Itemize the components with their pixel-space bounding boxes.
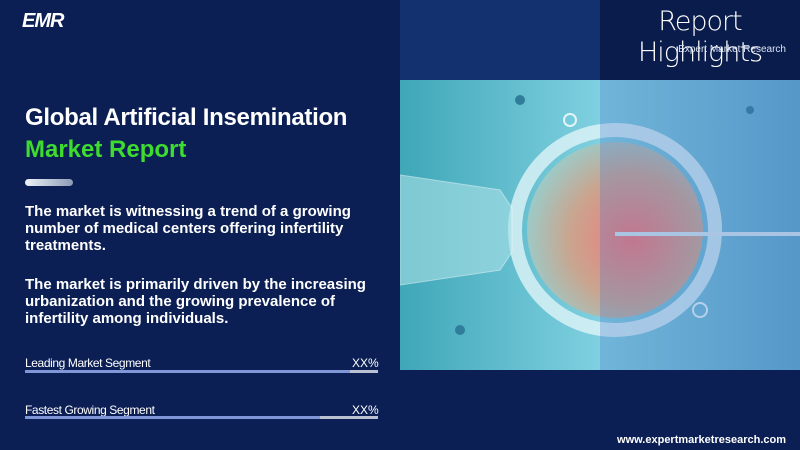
highlights-title: Report Highlights bbox=[637, 6, 763, 68]
segment-label: Fastest Growing Segment bbox=[25, 403, 155, 417]
segment-value: XX% bbox=[352, 403, 379, 417]
divider bbox=[25, 179, 73, 186]
segment-value: XX% bbox=[352, 356, 379, 370]
cell-image bbox=[400, 80, 800, 370]
report-title: Global Artificial Insemination bbox=[25, 104, 348, 131]
highlights-subtitle: Expert Market Research bbox=[678, 44, 786, 55]
report-title-highlight: Market Report bbox=[25, 136, 187, 163]
paragraph: The market is primarily driven by the in… bbox=[25, 276, 366, 327]
header-band bbox=[600, 0, 800, 80]
header-band bbox=[400, 0, 600, 80]
segment-bar bbox=[25, 416, 320, 419]
segment-label: Leading Market Segment bbox=[25, 356, 151, 370]
website: www.expertmarketresearch.com bbox=[617, 434, 786, 446]
segment-bar bbox=[25, 370, 350, 373]
paragraph: The market is witnessing a trend of a gr… bbox=[25, 203, 351, 254]
logo: EMR bbox=[22, 10, 64, 32]
